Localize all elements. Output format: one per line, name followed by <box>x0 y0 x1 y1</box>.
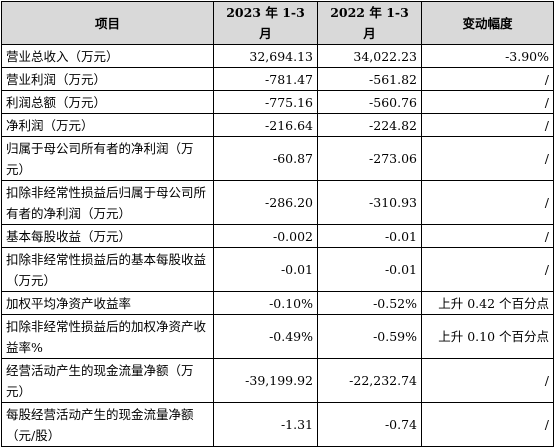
row-change: / <box>421 136 554 181</box>
row-change: / <box>421 180 554 225</box>
row-value-2022: -561.82 <box>317 67 422 91</box>
table-row: 经营活动产生的现金流量净额（万元） -39,199.92 -22,232.74 … <box>1 358 554 403</box>
row-value-2023: -39,199.92 <box>213 358 318 403</box>
row-value-2023: -0.002 <box>213 224 318 248</box>
table-row: 每股经营活动产生的现金流量净额（元/股） -1.31 -0.74 / <box>1 402 554 447</box>
row-item-label: 利润总额（万元） <box>1 90 214 114</box>
row-change: / <box>421 90 554 114</box>
table-row: 利润总额（万元） -775.16 -560.76 / <box>1 90 554 114</box>
row-value-2022: -560.76 <box>317 90 422 114</box>
row-item-label: 净利润（万元） <box>1 113 214 137</box>
row-value-2022: -0.74 <box>317 402 422 447</box>
row-value-2023: -216.64 <box>213 113 318 137</box>
row-value-2022: -273.06 <box>317 136 422 181</box>
row-value-2022: -22,232.74 <box>317 358 422 403</box>
row-value-2023: 32,694.13 <box>213 44 318 68</box>
row-item-label: 扣除非经常性损益后归属于母公司所有者的净利润（万元） <box>1 180 214 225</box>
table-row: 扣除非经常性损益后的加权净资产收益率% -0.49% -0.59% 上升 0.1… <box>1 314 554 359</box>
header-2023-q1: 2023 年 1-3 月 <box>213 1 318 45</box>
table-row: 基本每股收益（万元） -0.002 -0.01 / <box>1 224 554 248</box>
row-change: / <box>421 247 554 292</box>
row-value-2023: -0.01 <box>213 247 318 292</box>
row-value-2022: -0.01 <box>317 247 422 292</box>
row-item-label: 营业总收入（万元） <box>1 44 214 68</box>
row-item-label: 扣除非经常性损益后的基本每股收益（万元） <box>1 247 214 292</box>
table-row: 扣除非经常性损益后归属于母公司所有者的净利润（万元） -286.20 -310.… <box>1 180 554 225</box>
row-item-label: 基本每股收益（万元） <box>1 224 214 248</box>
row-item-label: 每股经营活动产生的现金流量净额（元/股） <box>1 402 214 447</box>
header-change: 变动幅度 <box>421 1 554 45</box>
header-item: 项目 <box>1 1 214 45</box>
row-value-2023: -0.49% <box>213 314 318 359</box>
table-row: 归属于母公司所有者的净利润（万元） -60.87 -273.06 / <box>1 136 554 181</box>
row-value-2023: -286.20 <box>213 180 318 225</box>
row-value-2023: -781.47 <box>213 67 318 91</box>
row-value-2022: -0.01 <box>317 224 422 248</box>
table-row: 营业利润（万元） -781.47 -561.82 / <box>1 67 554 91</box>
table-row: 营业总收入（万元） 32,694.13 34,022.23 -3.90% <box>1 44 554 68</box>
row-value-2023: -60.87 <box>213 136 318 181</box>
row-item-label: 加权平均净资产收益率 <box>1 291 214 315</box>
row-change: / <box>421 67 554 91</box>
row-value-2023: -0.10% <box>213 291 318 315</box>
header-2022-q1: 2022 年 1-3 月 <box>317 1 422 45</box>
row-change: / <box>421 224 554 248</box>
row-change: 上升 0.42 个百分点 <box>421 291 554 315</box>
row-value-2023: -1.31 <box>213 402 318 447</box>
table-row: 净利润（万元） -216.64 -224.82 / <box>1 113 554 137</box>
row-change: / <box>421 402 554 447</box>
row-item-label: 营业利润（万元） <box>1 67 214 91</box>
row-change: / <box>421 358 554 403</box>
row-value-2023: -775.16 <box>213 90 318 114</box>
row-change: -3.90% <box>421 44 554 68</box>
row-item-label: 扣除非经常性损益后的加权净资产收益率% <box>1 314 214 359</box>
row-value-2022: -310.93 <box>317 180 422 225</box>
table-row: 加权平均净资产收益率 -0.10% -0.52% 上升 0.42 个百分点 <box>1 291 554 315</box>
row-item-label: 归属于母公司所有者的净利润（万元） <box>1 136 214 181</box>
table-row: 扣除非经常性损益后的基本每股收益（万元） -0.01 -0.01 / <box>1 247 554 292</box>
row-change: / <box>421 113 554 137</box>
row-change: 上升 0.10 个百分点 <box>421 314 554 359</box>
table-header-row: 项目 2023 年 1-3 月 2022 年 1-3 月 变动幅度 <box>1 1 554 45</box>
row-value-2022: -224.82 <box>317 113 422 137</box>
row-value-2022: -0.52% <box>317 291 422 315</box>
row-item-label: 经营活动产生的现金流量净额（万元） <box>1 358 214 403</box>
row-value-2022: 34,022.23 <box>317 44 422 68</box>
row-value-2022: -0.59% <box>317 314 422 359</box>
